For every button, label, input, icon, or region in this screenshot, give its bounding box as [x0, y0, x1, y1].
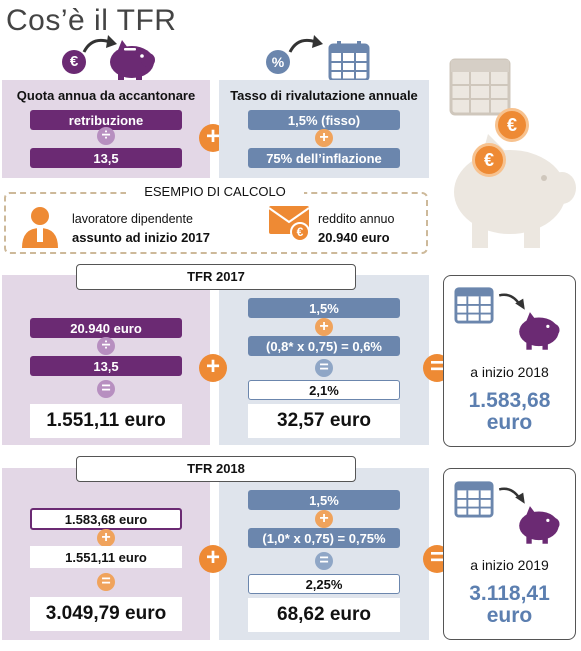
income-line1: reddito annuo: [318, 212, 395, 226]
result-label: a inizio 2019: [470, 557, 549, 573]
result-label: a inizio 2018: [470, 364, 549, 380]
fixed-rate-pill: 1,5%: [248, 490, 400, 510]
worker-line1: lavoratore dipendente: [72, 212, 193, 226]
worker-icon: [22, 207, 58, 248]
inflation-rate-pill: (0,8* x 0,75) = 0,6%: [248, 336, 400, 356]
euro-coin-icon: €: [290, 222, 310, 242]
plus-icon: +: [315, 129, 333, 147]
piggy-bank-icon: [519, 312, 560, 350]
divide-icon: ÷: [97, 337, 115, 355]
curved-arrow-icon: [82, 35, 117, 53]
divisor-pill: 13,5: [30, 356, 182, 376]
tfr2017-header: TFR 2017: [76, 264, 356, 290]
revaluation-result: 32,57 euro: [248, 404, 400, 438]
result-value: 3.118,41: [469, 582, 550, 605]
plus-icon: +: [315, 318, 333, 336]
income-pill: 20.940 euro: [30, 318, 182, 338]
previous-tfr-box: 1.583,68 euro: [30, 508, 182, 530]
plus-icon: +: [199, 354, 227, 382]
equals-icon: =: [97, 380, 115, 398]
percent-icon: %: [266, 50, 290, 74]
large-piggy-bank-icon: [454, 134, 576, 248]
curved-arrow-icon: [498, 487, 525, 504]
curved-arrow-icon: [498, 293, 525, 310]
equals-icon: =: [315, 552, 333, 570]
plus-icon: +: [97, 529, 115, 547]
result-value: 1.583,68: [468, 389, 551, 412]
plus-icon: +: [199, 545, 227, 573]
quota-box: 1.551,11 euro: [30, 546, 182, 568]
calendar-icon: [328, 41, 370, 82]
piggy-bank-icon: [519, 506, 560, 544]
result-unit: euro: [486, 604, 533, 627]
fixed-rate-pill: 1,5%: [248, 298, 400, 318]
euro-coin-icon: €: [495, 108, 529, 142]
revaluation-result: 68,62 euro: [248, 598, 400, 632]
total-rate-box: 2,1%: [248, 380, 400, 400]
page-title: Cos’è il TFR: [6, 4, 177, 37]
worker-line2: assunto ad inizio 2017: [72, 230, 210, 245]
rate-header: Tasso di rivalutazione annuale: [230, 88, 418, 103]
piggy-bank-icon: [110, 40, 155, 82]
equals-icon: =: [97, 573, 115, 591]
retribuzione-pill: retribuzione: [30, 110, 182, 130]
result-unit: euro: [486, 411, 533, 434]
tfr2018-header: TFR 2018: [76, 456, 356, 482]
sum-result: 3.049,79 euro: [30, 597, 182, 631]
fixed-rate-pill: 1,5% (fisso): [248, 110, 400, 130]
income-line2: 20.940 euro: [318, 230, 390, 245]
calendar-icon: [454, 481, 494, 518]
divide-icon: ÷: [97, 127, 115, 145]
divisor-pill: 13,5: [30, 148, 182, 168]
inflation-pill: 75% dell’inflazione: [248, 148, 400, 168]
quota-header: Quota annua da accantonare: [16, 88, 196, 103]
quota-result: 1.551,11 euro: [30, 404, 182, 438]
total-rate-box: 2,25%: [248, 574, 400, 594]
example-label: ESEMPIO DI CALCOLO: [126, 184, 304, 199]
curved-arrow-icon: [288, 35, 323, 53]
calendar-icon: [454, 287, 494, 324]
inflation-rate-pill: (1,0* x 0,75) = 0,75%: [248, 528, 400, 548]
calendar-icon: [449, 58, 511, 116]
euro-coin-icon: €: [62, 50, 86, 74]
equals-icon: =: [315, 359, 333, 377]
plus-icon: +: [315, 510, 333, 528]
euro-coin-icon: €: [472, 143, 506, 177]
